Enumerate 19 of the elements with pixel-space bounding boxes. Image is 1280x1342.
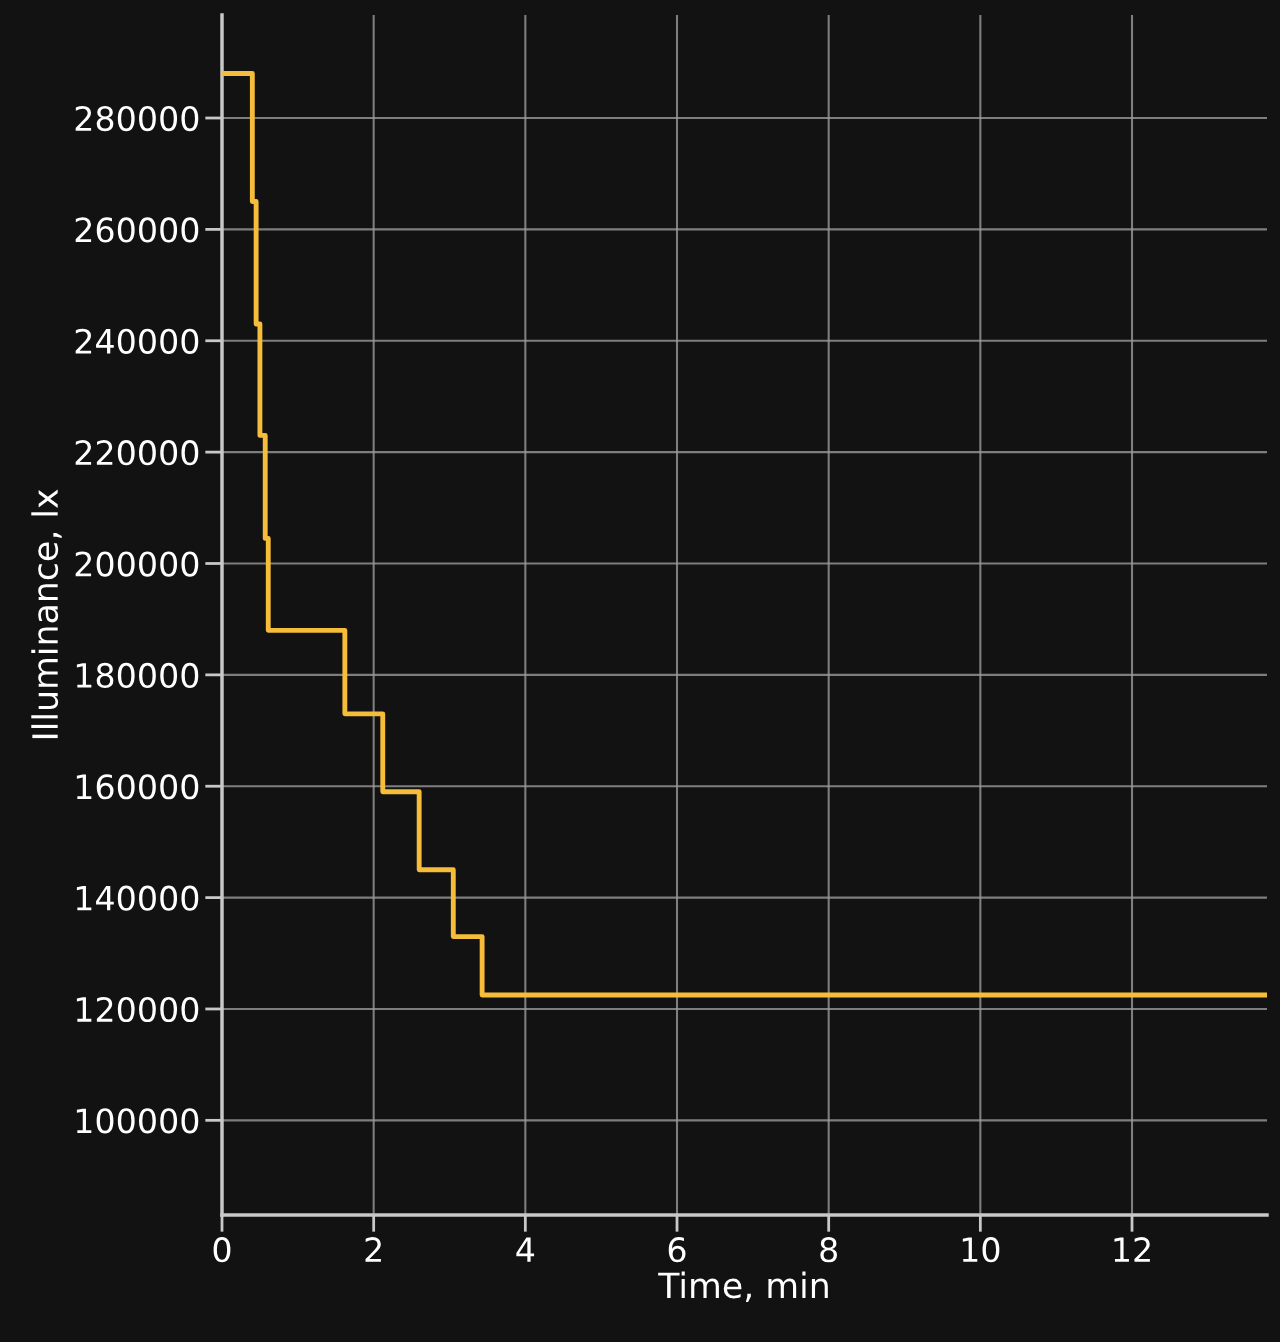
x-tick-label: 6 <box>668 1237 686 1263</box>
x-tick-label: 8 <box>820 1237 837 1263</box>
x-tick-label: 12 <box>1114 1237 1150 1262</box>
y-tick-label: 240000 <box>75 328 199 354</box>
y-axis-title: Illuminance, lx <box>31 489 62 739</box>
y-tick-label: 200000 <box>75 551 199 577</box>
y-tick-label: 220000 <box>75 440 199 466</box>
y-tick-label: 260000 <box>75 217 199 243</box>
y-tick-label: 100000 <box>76 1108 199 1134</box>
x-axis-title: Time, min <box>658 1271 828 1302</box>
y-tick-label: 180000 <box>76 662 199 688</box>
x-tick-label: 4 <box>516 1237 535 1262</box>
y-tick-label: 140000 <box>76 885 199 911</box>
x-tick-label: 0 <box>213 1237 231 1263</box>
y-tick-label: 160000 <box>76 774 199 800</box>
x-tick-label: 10 <box>962 1237 1000 1263</box>
x-tick-label: 2 <box>365 1237 381 1262</box>
y-tick-label: 280000 <box>75 105 199 132</box>
y-tick-label: 120000 <box>76 996 199 1023</box>
